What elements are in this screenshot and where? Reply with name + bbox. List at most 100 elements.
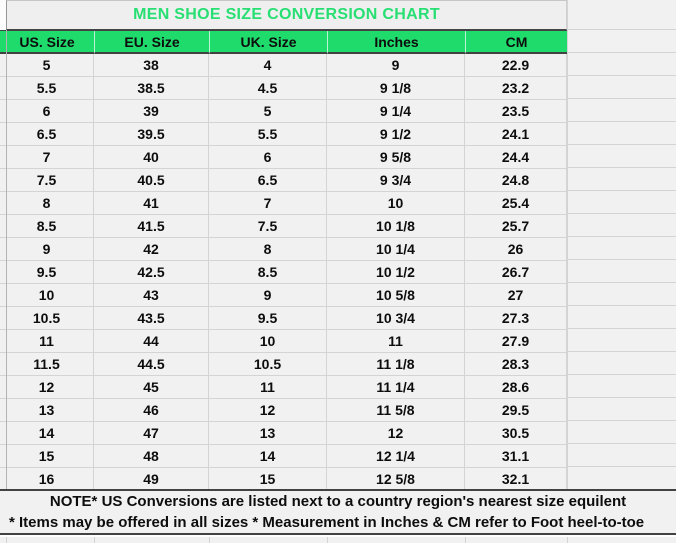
conversion-table: US. Size EU. Size UK. Size Inches CM 5 38 4 9 22… [0,30,567,491]
table-cell: 4 [209,54,327,77]
table-cell: 12 [0,376,94,399]
table-cell: 10 1/2 [327,261,465,284]
empty-cell [568,260,676,283]
chart-title: MEN SHOE SIZE CONVERSION CHART [6,0,567,30]
table-cell: 25.7 [465,215,567,238]
table-cell: 40 [94,146,209,169]
table-cell: 38 [94,54,209,77]
empty-cell [568,467,676,490]
table-cell: 10 5/8 [327,284,465,307]
empty-cell [568,421,676,444]
table-cell: 7 [209,192,327,215]
table-cell: 9 5/8 [327,146,465,169]
partial-row-gridline [567,537,568,543]
table-cell: 27 [465,284,567,307]
column-header: UK. Size [209,31,327,54]
table-cell: 31.1 [465,445,567,468]
table-cell: 42 [94,238,209,261]
table-cell: 10 1/8 [327,215,465,238]
column-header: EU. Size [94,31,209,54]
partial-row-gridline [465,537,466,543]
table-cell: 28.3 [465,353,567,376]
table-cell: 12 [327,422,465,445]
table-cell: 5.5 [0,77,94,100]
table-cell: 5 [209,100,327,123]
table-cell: 24.4 [465,146,567,169]
empty-cell [568,191,676,214]
table-cell: 45 [94,376,209,399]
table-cell: 40.5 [94,169,209,192]
table-cell: 44 [94,330,209,353]
empty-cell [568,283,676,306]
table-cell: 7.5 [209,215,327,238]
table-cell: 8 [209,238,327,261]
table-cell: 9.5 [209,307,327,330]
table-cell: 8.5 [209,261,327,284]
table-cell: 8 [0,192,94,215]
empty-cell [568,375,676,398]
partial-row-gridline [209,537,210,543]
table-cell: 10 [209,330,327,353]
table-cell: 15 [0,445,94,468]
table-cell: 29.5 [465,399,567,422]
table-cell: 43 [94,284,209,307]
table-cell: 7.5 [0,169,94,192]
empty-cell [568,444,676,467]
table-cell: 28.6 [465,376,567,399]
empty-cell [568,76,676,99]
table-cell: 9 [209,284,327,307]
table-cell: 42.5 [94,261,209,284]
table-cell: 23.5 [465,100,567,123]
table-cell: 9 1/2 [327,123,465,146]
table-cell: 14 [209,445,327,468]
table-cell: 11 [327,330,465,353]
empty-cell [568,145,676,168]
table-cell: 12 5/8 [327,468,465,491]
empty-cell [568,398,676,421]
table-cell: 11 5/8 [327,399,465,422]
table-cell: 4.5 [209,77,327,100]
partial-row-gridline [94,537,95,543]
table-cell: 39 [94,100,209,123]
table-cell: 38.5 [94,77,209,100]
table-cell: 10 1/4 [327,238,465,261]
table-cell: 14 [0,422,94,445]
table-cell: 26 [465,238,567,261]
table-cell: 23.2 [465,77,567,100]
table-cell: 10.5 [209,353,327,376]
table-cell: 6.5 [209,169,327,192]
table-cell: 10 3/4 [327,307,465,330]
table-cell: 48 [94,445,209,468]
table-cell: 11 [209,376,327,399]
column-header: US. Size [0,31,94,54]
table-cell: 39.5 [94,123,209,146]
table-cell: 10 [327,192,465,215]
table-cell: 5 [0,54,94,77]
table-cell: 9 1/4 [327,100,465,123]
table-cell: 9 [327,54,465,77]
table-cell: 16 [0,468,94,491]
table-cell: 6 [209,146,327,169]
left-sliver-gridline [6,30,7,536]
table-cell: 44.5 [94,353,209,376]
table-cell: 5.5 [209,123,327,146]
table-cell: 30.5 [465,422,567,445]
empty-cell [568,30,676,53]
empty-cell [568,168,676,191]
table-cell: 6.5 [0,123,94,146]
table-cell: 11 1/8 [327,353,465,376]
table-cell: 24.1 [465,123,567,146]
table-cell: 12 1/4 [327,445,465,468]
empty-cell [568,99,676,122]
empty-cell [568,237,676,260]
table-cell: 10 [0,284,94,307]
empty-cell [568,306,676,329]
table-cell: 6 [0,100,94,123]
table-cell: 10.5 [0,307,94,330]
table-cell: 46 [94,399,209,422]
table-cell: 9 [0,238,94,261]
empty-cell [568,53,676,76]
empty-cell [568,0,676,30]
title-left-gap [0,0,6,30]
